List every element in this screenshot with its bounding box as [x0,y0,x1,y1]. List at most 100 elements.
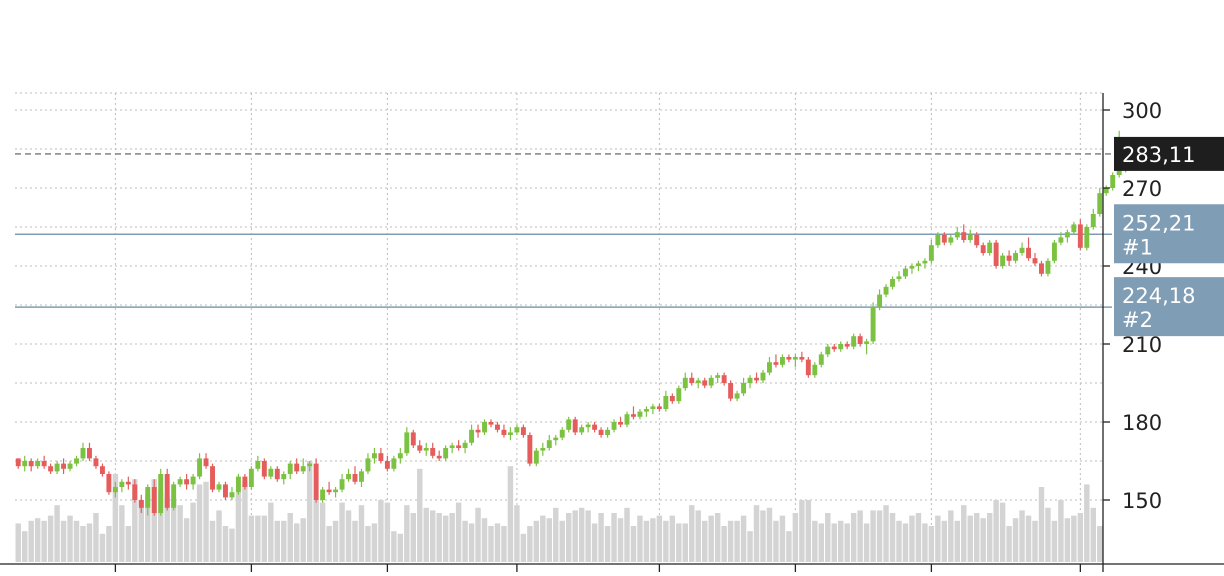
candle-body [1064,232,1070,238]
volume-bar [112,474,119,562]
candle-body [235,476,241,493]
candle-body [715,375,721,378]
candle-body [210,466,215,490]
volume-bar [151,479,157,562]
candle-body [890,279,895,287]
candle-body [119,481,125,487]
volume-bar [449,513,455,562]
candle-body [417,445,423,451]
volume-bar [145,494,151,562]
candle-body [352,474,358,482]
volume-bar [73,520,80,562]
volume-bar [248,515,255,562]
volume-bar [883,505,889,562]
volume-bar [799,500,805,562]
volume-bar [870,510,876,562]
candle-body [656,406,662,409]
candle-body [767,362,772,373]
volume-bar [682,523,689,562]
y-tick-label: 150 [1122,489,1162,513]
candle-body [689,377,695,383]
candle-body [22,461,28,467]
volume-bar [986,513,993,562]
candle-body [287,463,293,474]
volume-bar [1019,510,1025,562]
volume-bar [831,523,837,562]
candle-body [132,484,138,500]
candle-body [605,429,611,435]
volume-bar [281,520,287,562]
volume-bar [365,526,371,562]
volume-bar [54,505,60,562]
candle-body [851,336,857,347]
candle-body [682,377,688,389]
candle-body [339,479,345,490]
volume-bar [371,523,378,562]
volume-bar [86,523,93,562]
volume-bar [760,510,766,562]
candle-body [948,237,954,243]
volume-bar [527,526,533,562]
candle-body [773,362,779,365]
candle-body [507,432,513,435]
candle-body [1019,247,1025,253]
candle-body [430,448,436,456]
candle-body [378,453,384,461]
volume-bar [28,520,34,562]
volume-bar [980,518,986,562]
volume-bar [922,523,928,562]
volume-bar [417,468,423,562]
candle-body [993,242,999,266]
candle-body [216,484,222,490]
candle-body [870,307,876,342]
volume-bar [553,507,559,562]
volume-bar [695,510,701,562]
candle-body [579,427,585,433]
candles [15,130,1129,516]
candle-body [812,364,818,376]
volume-bar [209,520,216,562]
volume-bar [507,466,514,562]
price-lines [15,153,1112,308]
volume-bar [423,507,429,562]
candle-body [1045,260,1051,274]
volume-bar [47,515,54,562]
volume-bar [436,513,442,562]
candle-body [469,429,475,443]
candle-body [87,448,92,459]
candle-body [326,489,332,493]
volume-bar [876,510,883,562]
candle-body [559,429,565,438]
volume-bar [494,523,501,562]
candle-body [909,266,915,269]
candle-body [248,468,254,487]
volume-bar [488,526,494,562]
candle-body [35,461,41,467]
volume-bar [708,515,714,562]
volume-bar [397,533,404,562]
price-line-tag [1114,204,1224,264]
volume-bar [80,526,86,562]
volume-bar [293,523,300,562]
volume-bar [404,505,410,562]
volume-bar [196,484,203,562]
volume-bar [222,526,229,562]
candle-body [864,341,870,344]
candle-body [261,461,267,477]
candle-body [475,429,481,433]
candle-body [397,453,403,459]
volume-bar [352,520,358,562]
volume-bar [714,513,721,562]
candle-body [106,474,112,493]
candle-body [41,461,47,467]
volume-bar [358,505,365,562]
volume-bar [669,515,676,562]
candle-body [967,234,973,240]
volume-bar [896,520,902,562]
volume-bar [1032,520,1038,562]
candle-body [915,263,921,266]
volume-bar [624,507,630,562]
y-tick-label: 180 [1122,411,1162,435]
candle-body [896,276,902,279]
volume-bar [999,502,1006,562]
